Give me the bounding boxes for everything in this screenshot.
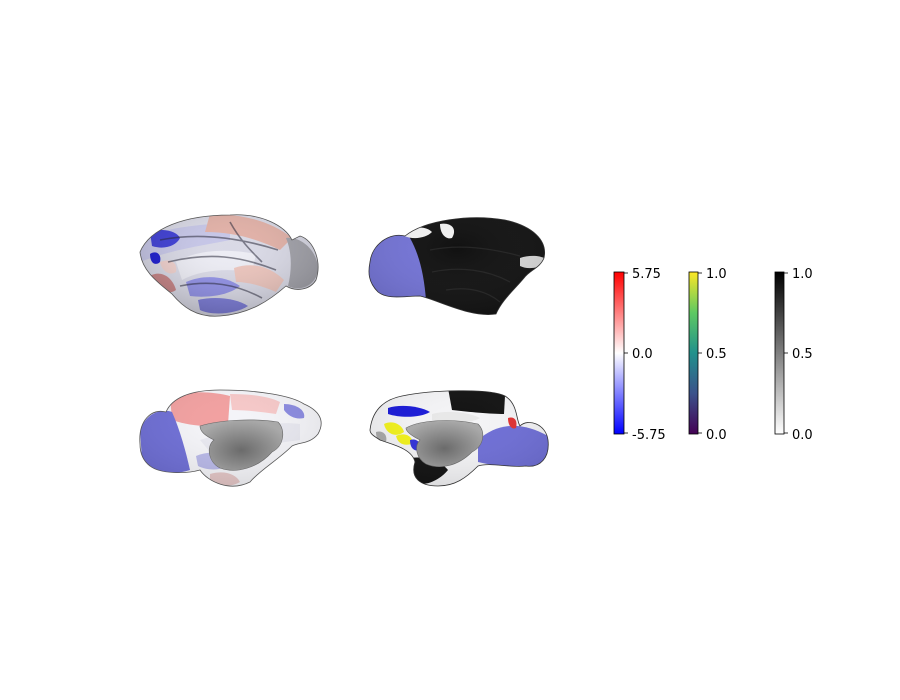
grayscale-colorbar: 1.0 0.5 0.0 (774, 267, 813, 443)
right-hemisphere-lateral-view (368, 217, 546, 315)
diverging-colorbar-min-label: -5.75 (632, 428, 666, 443)
diverging-colorbar-max-label: 5.75 (632, 267, 661, 282)
viridis-colorbar: 1.0 0.5 0.0 (688, 267, 727, 443)
grayscale-colorbar-max-label: 1.0 (792, 267, 813, 282)
grayscale-colorbar-min-label: 0.0 (792, 428, 813, 443)
diverging-colorbar-mid-label: 0.0 (632, 347, 653, 362)
grayscale-colorbar-mid-label: 0.5 (792, 347, 813, 362)
diverging-colorbar: 5.75 0.0 -5.75 (613, 267, 666, 443)
viridis-colorbar-max-label: 1.0 (706, 267, 727, 282)
viridis-colorbar-mid-label: 0.5 (706, 347, 727, 362)
left-hemisphere-lateral-view (139, 214, 319, 317)
viridis-colorbar-min-label: 0.0 (706, 428, 727, 443)
left-hemisphere-medial-view (139, 389, 322, 487)
right-hemisphere-medial-view (369, 390, 549, 487)
